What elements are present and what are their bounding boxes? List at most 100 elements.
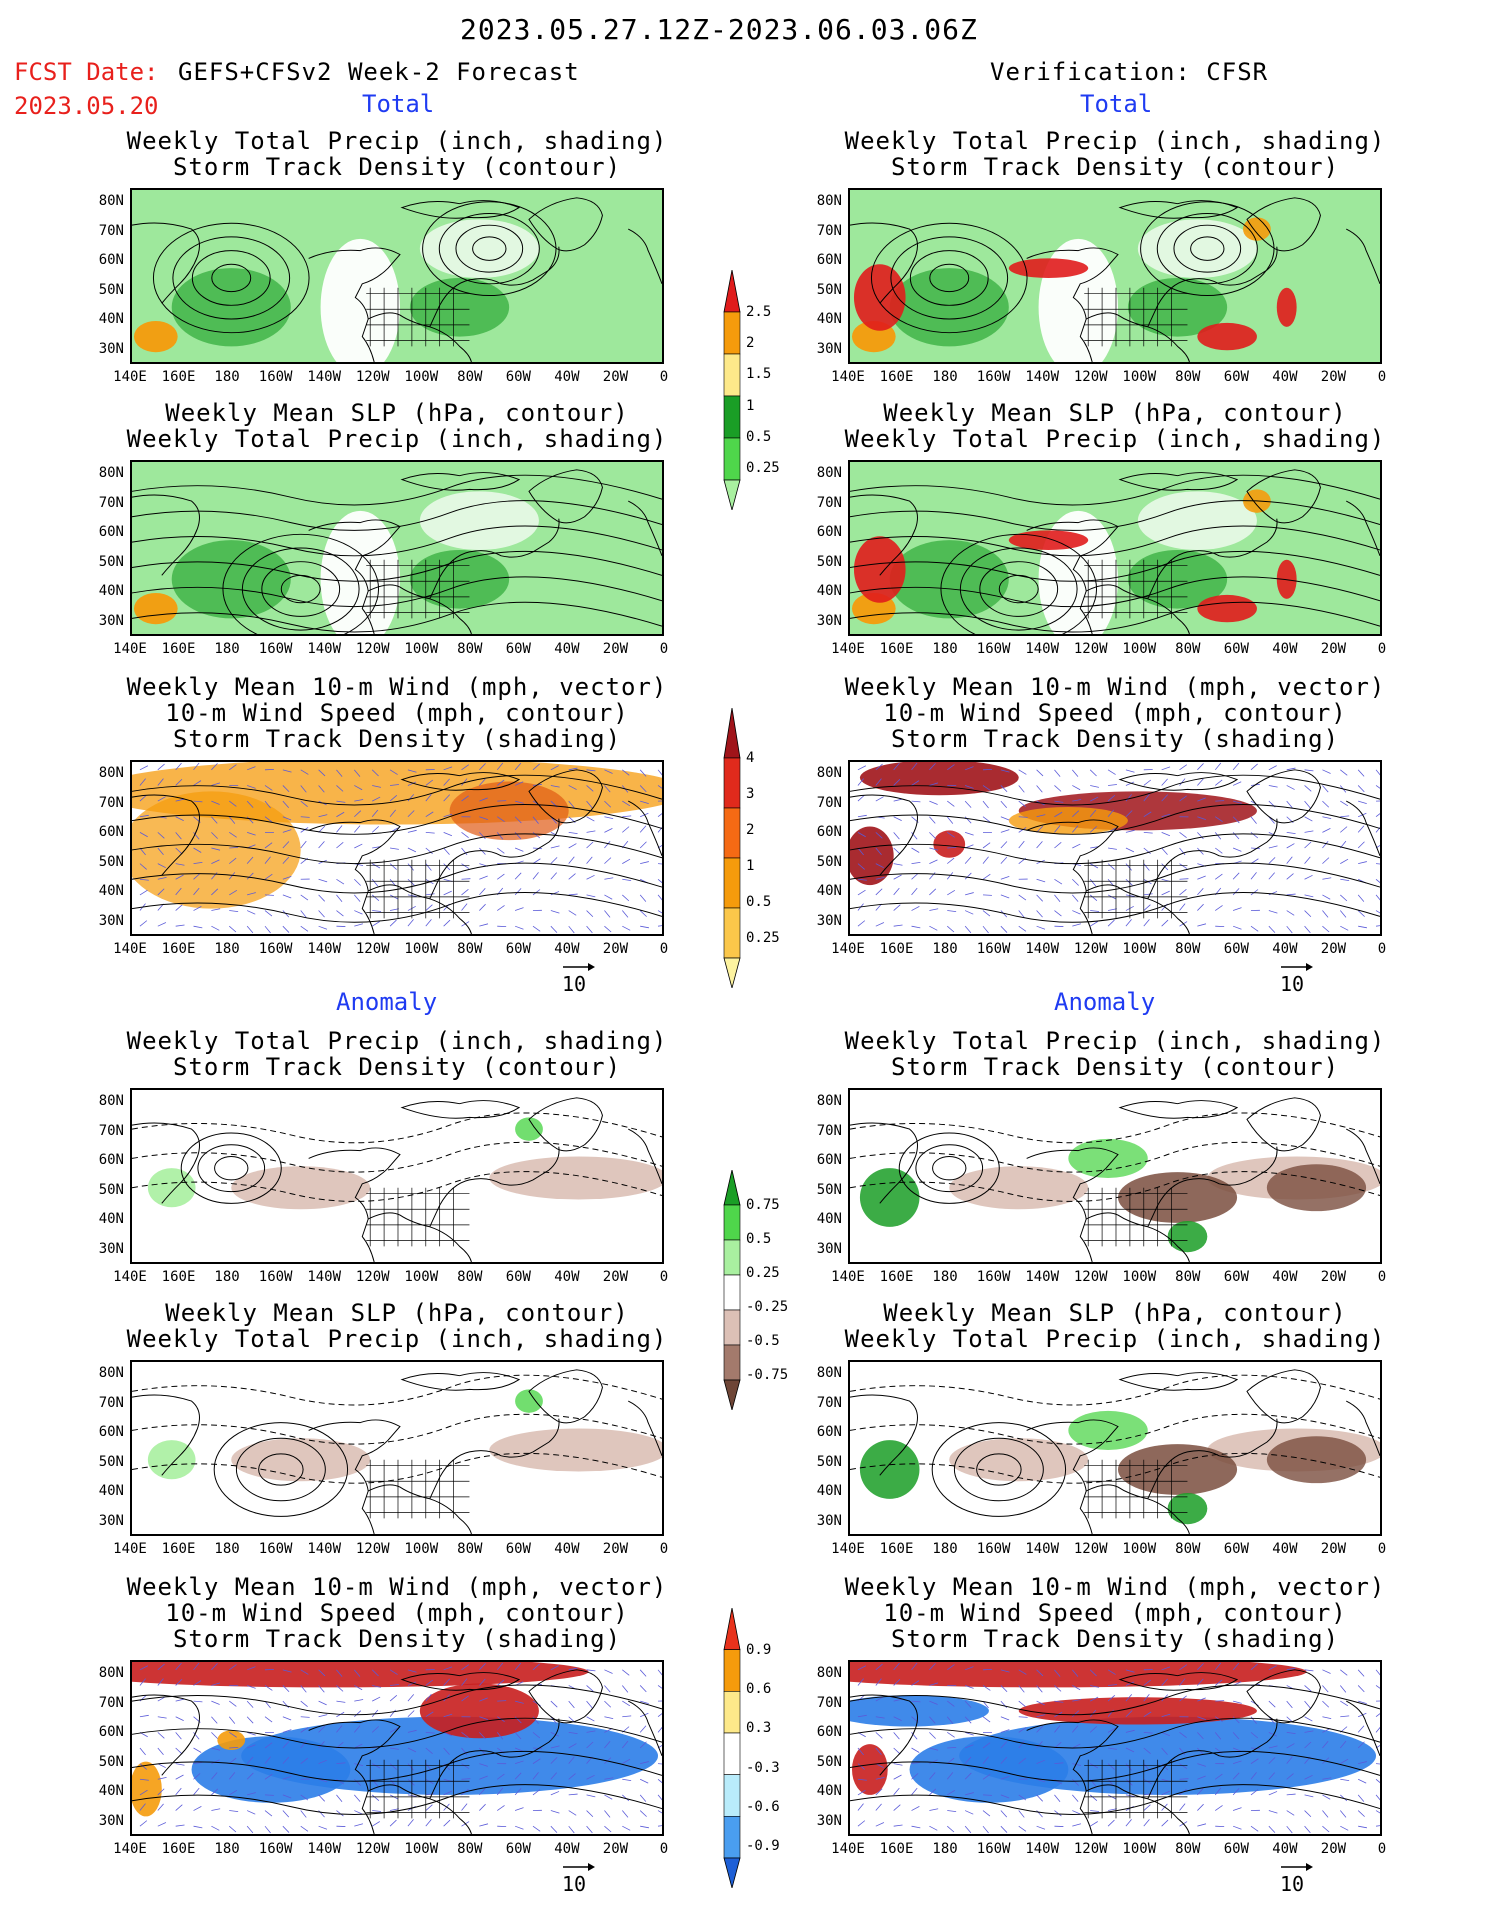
lon-tick-label: 140W — [307, 369, 342, 385]
slp-contours — [132, 474, 662, 633]
lat-tick-label: 40N — [816, 1483, 842, 1499]
section-anomaly-right: Anomaly — [1054, 988, 1156, 1016]
colorbar-total_precip — [723, 270, 741, 510]
lat-tick-label: 30N — [816, 912, 842, 929]
storm-track-contours — [1140, 201, 1275, 297]
colorbar-swatch — [723, 1239, 741, 1276]
map-panel-as-verification — [848, 1360, 1382, 1536]
colorbar-label: 0.5 — [746, 894, 772, 910]
lat-tick-label: 40N — [98, 583, 124, 599]
lat-tick-label: 60N — [816, 252, 842, 268]
lat-tick-label: 60N — [816, 1724, 842, 1740]
wind-speed-contours — [850, 1684, 1380, 1815]
lat-tick-label: 50N — [816, 1453, 842, 1470]
lon-tick-label: 160E — [879, 641, 914, 657]
lon-tick-label: 180 — [932, 641, 958, 657]
vector-reference-label: 10 — [1280, 972, 1305, 996]
colorbar-label: 1.5 — [746, 366, 772, 383]
storm-anomaly-negative — [850, 1695, 989, 1727]
map-graphic — [850, 1362, 1380, 1534]
section-total-right: Total — [1080, 90, 1153, 118]
panel-title-line: 10-m Wind Speed (mph, contour) — [883, 699, 1347, 727]
lat-tick-label: 40N — [816, 583, 842, 599]
colorbar-label: -0.25 — [746, 1299, 789, 1315]
lat-tick-label: 50N — [98, 853, 124, 870]
lat-tick-label: 50N — [816, 553, 842, 570]
precip-max — [889, 268, 1009, 347]
colorbar-label: 3 — [746, 786, 755, 802]
lon-tick-label: 120W — [1073, 1269, 1108, 1285]
precip-max — [889, 540, 1009, 619]
lon-tick-label: 80W — [457, 641, 483, 657]
precip-max — [1008, 258, 1089, 278]
lon-tick-label: 0 — [1377, 1541, 1387, 1557]
lon-tick-label: 140W — [1025, 1269, 1060, 1285]
lon-tick-label: 0 — [659, 941, 669, 957]
wind-vectors — [139, 1662, 662, 1834]
lon-tick-label: 180 — [214, 1541, 240, 1557]
map-graphic — [132, 762, 662, 934]
lon-tick-label: 60W — [1223, 369, 1249, 385]
colorbar-swatch — [723, 1309, 741, 1346]
lon-tick-label: 20W — [1320, 941, 1347, 957]
lon-tick-label: 40W — [1272, 1841, 1298, 1857]
lon-tick-label: 20W — [1320, 1269, 1347, 1285]
state-borders — [1084, 1459, 1188, 1519]
storm-track-contours — [152, 222, 310, 334]
lon-tick-label: 100W — [404, 1541, 439, 1557]
lat-tick-label: 40N — [816, 311, 842, 327]
colorbar-label: -0.9 — [746, 1838, 780, 1855]
colorbar-label: 0.5 — [746, 1231, 772, 1247]
lon-tick-label: 20W — [602, 1269, 629, 1285]
slp-contours — [940, 533, 1098, 634]
lon-tick-label: 160E — [161, 941, 196, 957]
lon-tick-label: 20W — [602, 1841, 629, 1857]
lon-tick-label: 0 — [1377, 941, 1387, 957]
dry-area — [1137, 491, 1257, 550]
verification-title: Verification: CFSR — [990, 58, 1269, 86]
panel-title-line: Weekly Total Precip (inch, shading) — [844, 127, 1386, 155]
lat-tick-label: 80N — [98, 1365, 124, 1381]
colorbar-swatch — [723, 395, 741, 439]
map-graphic — [132, 1090, 662, 1262]
storm-anomaly-positive — [850, 1662, 1307, 1688]
colorbar-cap — [723, 1170, 741, 1206]
lat-tick-label: 70N — [816, 1122, 842, 1139]
lat-tick-label: 30N — [98, 1240, 124, 1257]
lon-tick-label: 40W — [554, 1269, 580, 1285]
lat-tick-label: 60N — [816, 1424, 842, 1440]
colorbar-swatch — [723, 437, 741, 481]
lat-tick-label: 50N — [98, 1181, 124, 1198]
lon-tick-label: 0 — [659, 1541, 669, 1557]
lat-tick-label: 60N — [98, 252, 124, 268]
lon-tick-label: 0 — [659, 641, 669, 657]
state-borders — [366, 287, 470, 347]
lon-tick-label: 140E — [831, 369, 865, 385]
slp-contours — [213, 1422, 349, 1517]
lon-tick-label: 100W — [1122, 641, 1157, 657]
lon-tick-label: 60W — [1223, 641, 1249, 657]
panel-title-line: Weekly Mean SLP (hPa, contour) — [165, 399, 629, 427]
coastline — [132, 1097, 662, 1262]
lon-tick-label: 180 — [932, 941, 958, 957]
lat-tick-label: 60N — [98, 1424, 124, 1440]
colorbar-label: 0.25 — [746, 930, 780, 946]
precip-max — [409, 277, 510, 337]
colorbar-cap — [723, 708, 741, 759]
colorbar-swatch — [723, 1816, 741, 1859]
colorbar-swatch — [723, 353, 741, 397]
panel-title-line: Storm Track Density (contour) — [172, 153, 622, 181]
lon-tick-label: 160W — [976, 641, 1011, 657]
map-panel-ts-forecast — [130, 460, 664, 636]
lon-tick-label: 180 — [932, 1269, 958, 1285]
panel-title-line: Storm Track Density (shading) — [172, 1625, 622, 1653]
lon-tick-label: 60W — [505, 1841, 531, 1857]
map-panel-tp-forecast — [130, 188, 664, 364]
lon-tick-label: 100W — [404, 369, 439, 385]
map-panel-tw-forecast — [130, 760, 664, 936]
lon-tick-label: 160W — [258, 1541, 293, 1557]
lat-tick-label: 40N — [816, 883, 842, 899]
fcst-date-value: 2023.05.20 — [14, 92, 159, 120]
storm-anomaly-positive — [132, 1761, 162, 1817]
colorbar-swatch — [723, 1774, 741, 1817]
